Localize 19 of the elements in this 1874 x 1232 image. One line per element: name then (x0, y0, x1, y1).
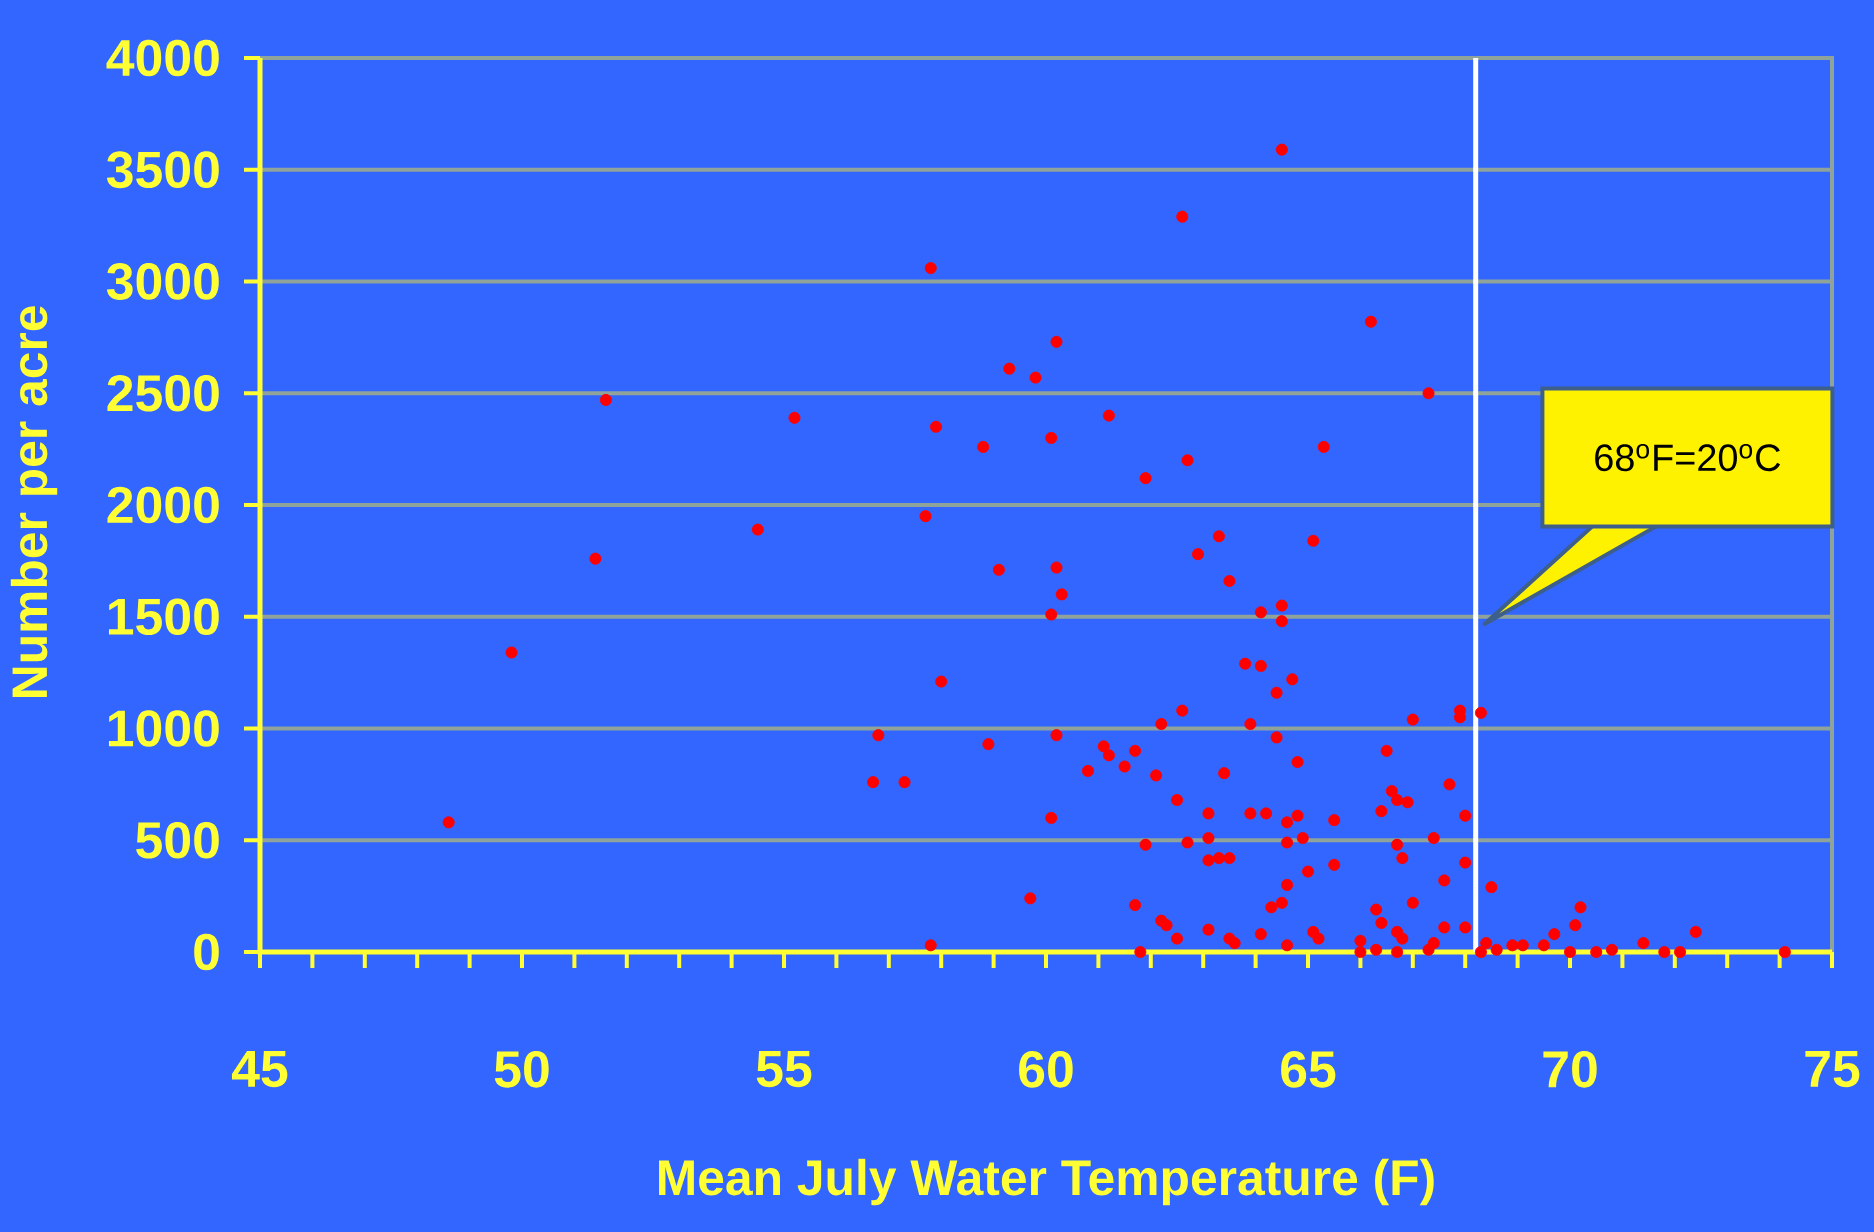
y-tick-label: 3500 (106, 151, 219, 189)
y-tick-label: 0 (194, 933, 219, 971)
y-tick-label: 2500 (107, 374, 219, 412)
y-tick-label: 2000 (107, 486, 219, 524)
y-tick-label: 500 (136, 821, 219, 859)
y-axis-title: Number per acre (10, 306, 58, 697)
annotation: 68$^{o}$F=20$^{o}$C (1595, 444, 1781, 472)
x-tick-label: 50 (494, 1051, 549, 1088)
x-tick-label: 55 (756, 1051, 812, 1088)
x-axis-title: Mean July Water Temperature (F) (659, 1158, 1434, 1206)
y-tick-label: 1500 (108, 598, 219, 636)
x-tick-label: 45 (231, 1051, 288, 1088)
x-tick-label: 70 (1543, 1051, 1597, 1088)
y-tick-label: 1000 (108, 710, 219, 747)
y-tick-label: 3000 (106, 263, 219, 300)
x-tick-label: 65 (1281, 1051, 1336, 1088)
x-tick-label: 60 (1019, 1051, 1073, 1088)
y-tick-label: 4000 (106, 39, 219, 77)
x-tick-label: 75 (1805, 1051, 1860, 1088)
